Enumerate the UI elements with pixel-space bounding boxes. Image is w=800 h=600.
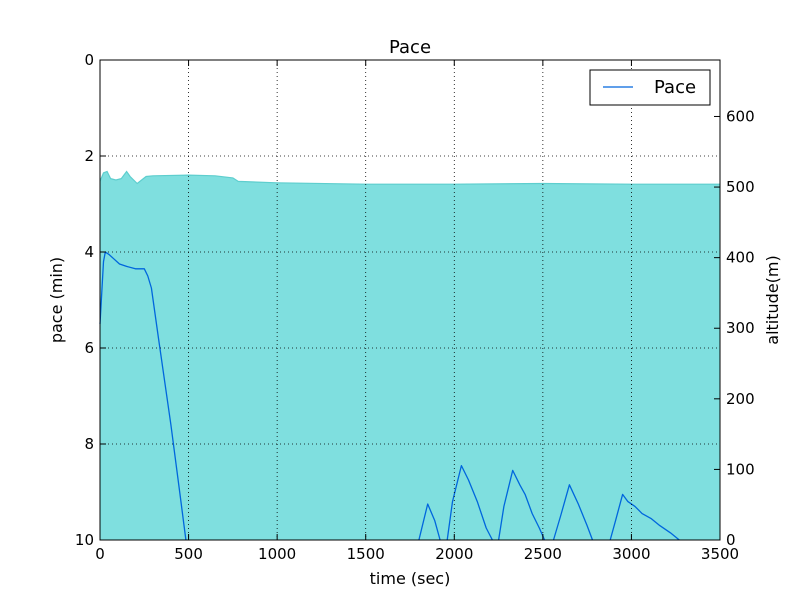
y-tick-label-2: 2 xyxy=(84,147,94,165)
grid xyxy=(100,60,720,540)
y2-tick-label-400: 400 xyxy=(726,249,755,267)
legend-label-pace: Pace xyxy=(654,77,696,98)
x-tick-label-2500: 2500 xyxy=(524,545,562,563)
y2-tick-label-200: 200 xyxy=(726,390,755,408)
x-tick-label-2000: 2000 xyxy=(435,545,473,563)
y2-tick-label-0: 0 xyxy=(726,531,736,549)
y2-tick-label-600: 600 xyxy=(726,107,755,125)
x-tick-label-500: 500 xyxy=(174,545,203,563)
altitude-area xyxy=(100,171,720,540)
y2-tick-label-300: 300 xyxy=(726,319,755,337)
pace-line-segment-0 xyxy=(99,251,187,541)
axes-frame xyxy=(99,59,721,541)
y2-tick-label-100: 100 xyxy=(726,460,755,478)
altitude-edge xyxy=(99,170,720,185)
y-tick-label-6: 6 xyxy=(84,339,94,357)
x-tick-label-1500: 1500 xyxy=(347,545,385,563)
pace-line-segment-3 xyxy=(497,469,546,541)
pace-line-segment-2 xyxy=(446,464,493,541)
pace-line-segment-4 xyxy=(552,484,594,541)
plot-area xyxy=(99,170,720,541)
chart-title: Pace xyxy=(389,37,431,58)
y-tick-label-10: 10 xyxy=(75,531,94,549)
x-tick-label-3500: 3500 xyxy=(701,545,739,563)
y-tick-label-8: 8 xyxy=(84,435,94,453)
y-tick-label-4: 4 xyxy=(84,243,94,261)
y-axis-label: pace (min) xyxy=(47,257,66,343)
legend: Pace xyxy=(589,69,711,106)
y2-tick-label-500: 500 xyxy=(726,178,755,196)
pace-line-segment-1 xyxy=(418,503,441,541)
x-tick-label-3000: 3000 xyxy=(612,545,650,563)
x-tick-label-1000: 1000 xyxy=(258,545,296,563)
x-tick-label-0: 0 xyxy=(95,545,105,563)
pace-line-segment-5 xyxy=(609,493,680,541)
y2-axis-label: altitude(m) xyxy=(763,255,782,344)
x-axis-label: time (sec) xyxy=(370,569,451,588)
y-tick-label-0: 0 xyxy=(84,51,94,69)
